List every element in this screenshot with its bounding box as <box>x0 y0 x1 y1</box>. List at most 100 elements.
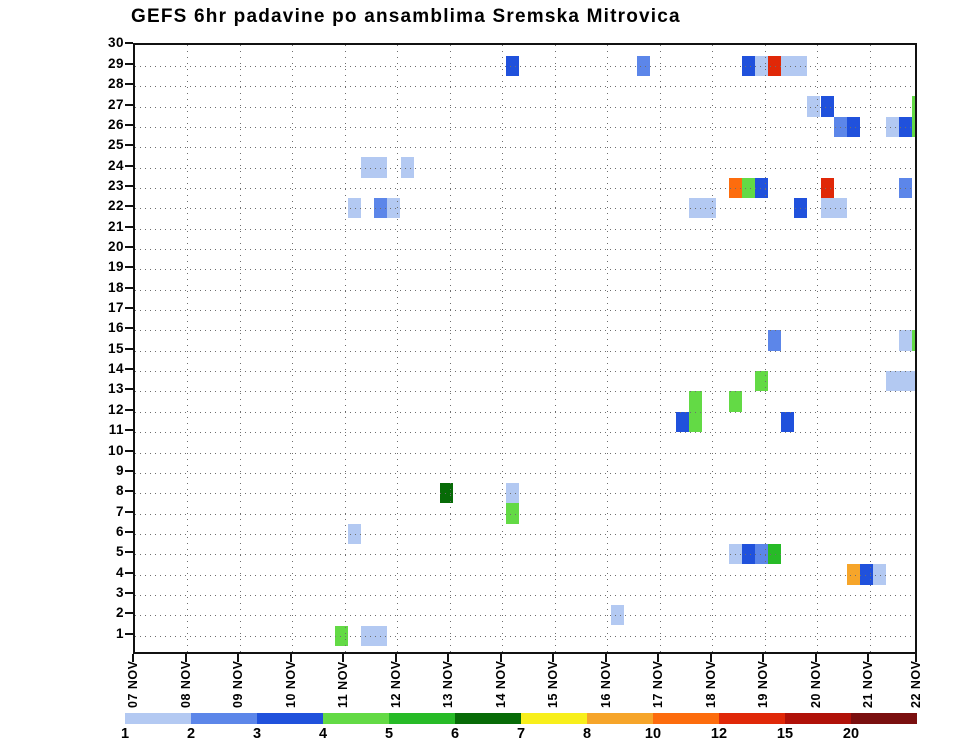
y-axis-tick <box>125 286 133 289</box>
v-gridline <box>764 45 766 652</box>
x-axis-tick <box>499 654 502 662</box>
x-axis-tick <box>394 654 397 662</box>
x-axis-label: 17 NOV <box>651 660 665 708</box>
colorbar-tick-label: 3 <box>252 726 262 742</box>
v-gridline <box>817 45 818 652</box>
h-gridline <box>135 472 915 474</box>
heatmap-cell <box>610 605 624 626</box>
y-axis-tick <box>125 510 133 513</box>
y-axis-tick <box>125 551 133 554</box>
h-gridline <box>135 452 915 454</box>
colorbar-segment <box>455 713 521 724</box>
x-axis-tick <box>447 654 449 662</box>
h-gridline <box>135 493 915 495</box>
heatmap-cell <box>846 116 860 137</box>
heatmap-cell <box>361 157 388 178</box>
y-axis-label: 22 <box>107 198 124 214</box>
colorbar-tick-label: 2 <box>186 726 196 742</box>
y-axis-tick <box>125 490 133 493</box>
h-gridline <box>135 533 915 535</box>
x-axis-tick <box>552 654 554 662</box>
y-axis-label: 11 <box>108 422 124 438</box>
y-axis-tick <box>125 632 133 635</box>
y-axis-tick <box>125 469 133 472</box>
v-gridline <box>239 45 241 652</box>
h-gridline <box>135 574 915 576</box>
chart-title: GEFS 6hr padavine po ansamblima Sremska … <box>131 6 681 27</box>
y-axis-tick <box>125 42 133 45</box>
h-gridline <box>135 228 915 230</box>
y-axis-label: 7 <box>115 503 124 519</box>
y-axis-tick <box>125 164 133 167</box>
h-gridline <box>135 635 915 637</box>
h-gridline <box>135 513 915 515</box>
heatmap-cell <box>899 177 913 199</box>
y-axis-label: 16 <box>107 320 124 336</box>
x-axis-label: 16 NOV <box>598 660 613 708</box>
colorbar-tick-label: 8 <box>582 726 592 742</box>
colorbar-tick-label: 1 <box>120 726 130 742</box>
h-gridline <box>135 289 915 291</box>
heatmap-cell <box>754 371 768 392</box>
x-axis-label: 11 NOV <box>336 661 350 708</box>
heatmap-cell <box>768 55 782 76</box>
h-gridline <box>135 249 915 250</box>
plot-area <box>133 43 917 654</box>
heatmap-cell <box>676 411 690 433</box>
y-axis-tick <box>125 347 133 350</box>
colorbar-segment <box>719 713 785 724</box>
x-axis-label: 19 NOV <box>756 660 770 708</box>
y-axis-label: 8 <box>115 483 124 499</box>
h-gridline <box>135 147 915 149</box>
y-axis-label: 2 <box>115 605 124 621</box>
heatmap-cell <box>912 96 915 117</box>
x-axis-label: 18 NOV <box>703 660 718 708</box>
y-axis-tick <box>125 530 133 533</box>
v-gridline <box>869 45 871 652</box>
heatmap-cell <box>912 116 915 137</box>
y-axis-tick <box>125 225 133 228</box>
h-gridline <box>135 167 915 169</box>
y-axis-tick <box>125 571 133 574</box>
colorbar <box>125 713 917 724</box>
heatmap-cell <box>348 523 362 545</box>
x-axis-tick <box>657 654 659 662</box>
y-axis-label: 1 <box>115 625 124 641</box>
colorbar-tick-label: 10 <box>644 726 662 742</box>
y-axis-tick <box>125 307 133 309</box>
y-axis-tick <box>125 592 133 594</box>
heatmap-cell <box>873 564 887 585</box>
y-axis-label: 3 <box>115 585 124 600</box>
y-axis-label: 19 <box>107 259 124 275</box>
colorbar-segment <box>389 713 455 724</box>
heatmap-cell <box>820 96 834 117</box>
v-gridline <box>659 45 661 652</box>
h-gridline <box>135 187 915 189</box>
heatmap-cell <box>768 330 782 351</box>
x-axis-label: 07 NOV <box>126 660 140 708</box>
y-axis-tick <box>125 612 133 615</box>
x-axis-label: 12 NOV <box>388 660 403 708</box>
x-axis-tick <box>814 654 817 662</box>
heatmap-cell <box>400 157 414 178</box>
x-axis-label: 20 NOV <box>808 660 823 708</box>
y-axis-tick <box>125 83 133 86</box>
colorbar-segment <box>521 713 587 724</box>
x-axis-tick <box>132 654 134 662</box>
v-gridline <box>712 45 713 652</box>
heatmap-cell <box>886 116 900 137</box>
y-axis-tick <box>125 408 133 411</box>
heatmap-cell <box>505 55 519 76</box>
y-axis-label: 12 <box>107 401 124 417</box>
heatmap-cell <box>781 411 795 433</box>
y-axis-label: 25 <box>107 137 124 153</box>
y-axis-label: 18 <box>107 279 124 295</box>
x-axis-tick <box>342 654 344 662</box>
heatmap-cell <box>728 544 742 565</box>
colorbar-tick-label: 12 <box>710 726 728 742</box>
h-gridline <box>135 371 915 373</box>
h-gridline <box>135 350 915 352</box>
heatmap-cell <box>899 330 913 351</box>
x-axis-tick <box>604 654 607 662</box>
h-gridline <box>135 269 915 271</box>
